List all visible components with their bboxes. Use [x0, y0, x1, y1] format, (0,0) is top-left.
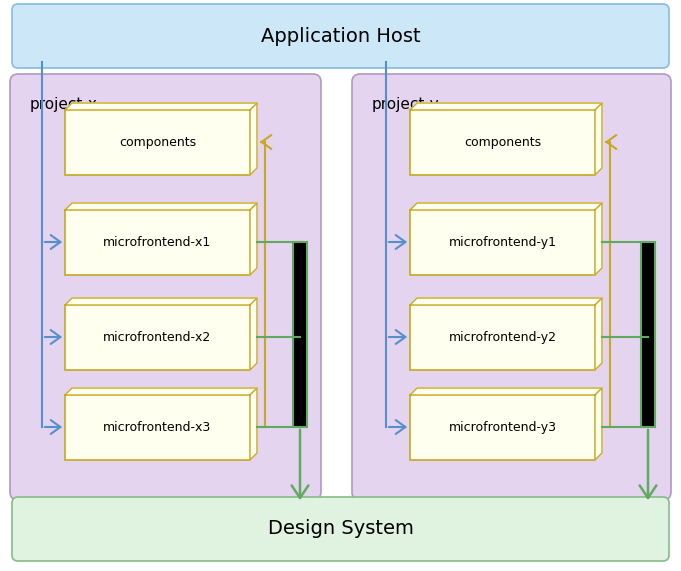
Polygon shape: [595, 103, 602, 175]
Text: microfrontend-x1: microfrontend-x1: [104, 236, 212, 249]
Polygon shape: [65, 388, 257, 395]
Polygon shape: [65, 203, 257, 210]
Text: components: components: [119, 136, 196, 149]
Bar: [410, 305, 595, 370]
Bar: [65, 395, 250, 460]
Bar: [293, 242, 307, 427]
Text: microfrontend-y1: microfrontend-y1: [449, 236, 556, 249]
Polygon shape: [410, 203, 602, 210]
FancyBboxPatch shape: [10, 74, 321, 500]
Text: components: components: [464, 136, 541, 149]
Text: microfrontend-x3: microfrontend-x3: [104, 421, 212, 434]
Bar: [410, 210, 595, 275]
Text: microfrontend-x2: microfrontend-x2: [104, 331, 212, 344]
Text: project-y: project-y: [372, 96, 440, 111]
Polygon shape: [410, 298, 602, 305]
Text: microfrontend-y3: microfrontend-y3: [449, 421, 556, 434]
Bar: [65, 305, 250, 370]
Bar: [410, 110, 595, 175]
Bar: [410, 395, 595, 460]
Polygon shape: [250, 388, 257, 460]
Polygon shape: [595, 298, 602, 370]
Text: microfrontend-y2: microfrontend-y2: [449, 331, 556, 344]
Polygon shape: [410, 388, 602, 395]
Polygon shape: [250, 298, 257, 370]
Polygon shape: [65, 298, 257, 305]
Bar: [65, 210, 250, 275]
Bar: [65, 110, 250, 175]
Text: Design System: Design System: [268, 520, 413, 538]
Text: Application Host: Application Host: [261, 26, 420, 46]
FancyBboxPatch shape: [352, 74, 671, 500]
FancyBboxPatch shape: [12, 497, 669, 561]
Polygon shape: [595, 388, 602, 460]
Polygon shape: [410, 103, 602, 110]
Polygon shape: [65, 103, 257, 110]
FancyBboxPatch shape: [12, 4, 669, 68]
Polygon shape: [595, 203, 602, 275]
Polygon shape: [250, 203, 257, 275]
Text: project-x: project-x: [30, 96, 98, 111]
Polygon shape: [250, 103, 257, 175]
Bar: [641, 242, 655, 427]
